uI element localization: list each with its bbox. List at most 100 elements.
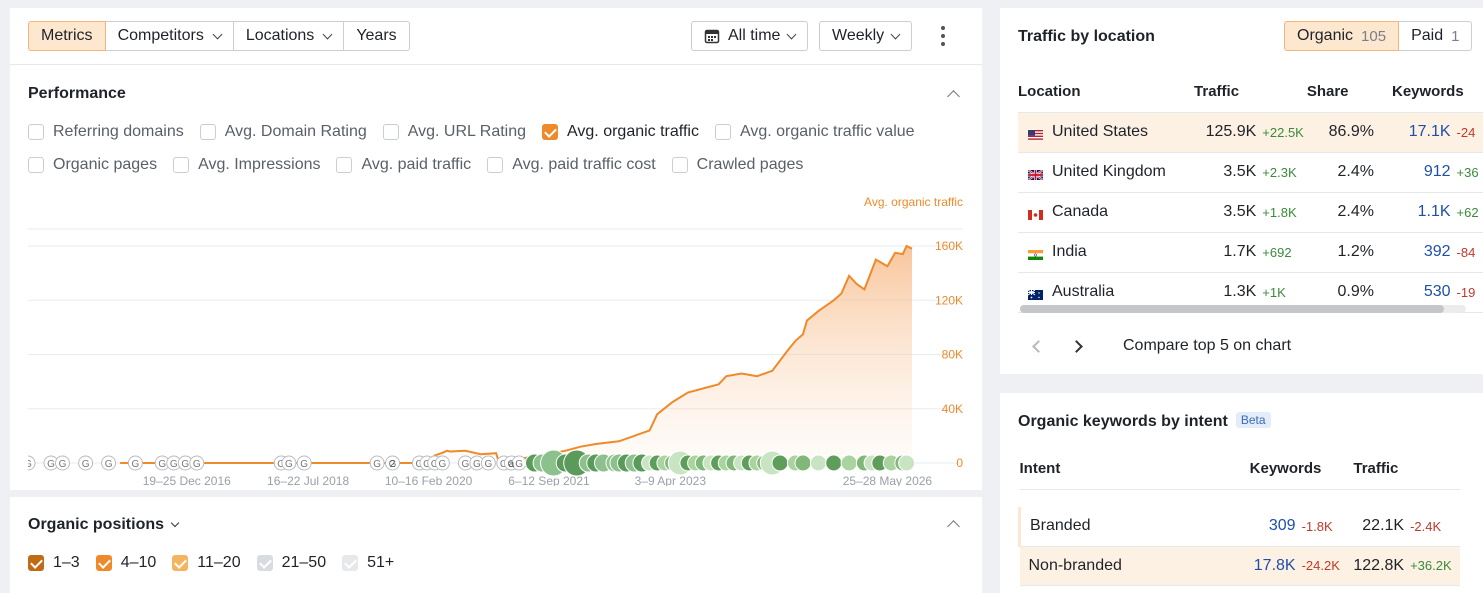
- tab-competitors[interactable]: Competitors: [105, 21, 234, 51]
- location-keywords[interactable]: 17.1K: [1374, 112, 1451, 153]
- google-icon: G: [500, 459, 508, 470]
- table-row[interactable]: Non-branded 17.8K -24.2K 122.8K +36.2K: [1019, 546, 1460, 586]
- intent-keywords-delta: -1.8K: [1295, 507, 1354, 547]
- table-row[interactable]: United Kingdom 3.5K +2.3K 2.4% 912 +36: [1018, 152, 1483, 193]
- metric-label: Organic pages: [53, 156, 158, 173]
- organic-positions-title[interactable]: Organic positions: [28, 516, 180, 534]
- metric-label: Crawled pages: [696, 156, 804, 173]
- google-update-marker[interactable]: [794, 454, 812, 472]
- location-cell[interactable]: India: [1018, 232, 1195, 273]
- position-11-20[interactable]: 11–20: [172, 554, 241, 572]
- col-keywords[interactable]: Keywords: [1249, 449, 1354, 490]
- google-update-marker[interactable]: [78, 455, 94, 471]
- col-traffic[interactable]: Traffic: [1353, 449, 1460, 490]
- checkbox-icon[interactable]: [487, 157, 504, 173]
- google-update-marker[interactable]: [55, 455, 70, 471]
- chevron-left-icon[interactable]: [1032, 340, 1045, 353]
- horizontal-scrollbar[interactable]: [1020, 305, 1466, 313]
- intent-keywords[interactable]: 17.8K: [1249, 546, 1296, 586]
- period-dropdown[interactable]: All time: [691, 21, 809, 51]
- metric-crawled-pages[interactable]: Crawled pages: [671, 156, 804, 174]
- table-row[interactable]: India 1.7K +692 1.2% 392 -84: [1018, 232, 1483, 273]
- metric-avg-impressions[interactable]: Avg. Impressions: [173, 156, 320, 174]
- toggle-organic[interactable]: Organic 105: [1284, 21, 1400, 51]
- table-row[interactable]: United States 125.9K +22.5K 86.9% 17.1K -24: [1018, 112, 1483, 153]
- more-vertical-icon[interactable]: [939, 26, 947, 46]
- metric-organic-pages[interactable]: Organic pages: [28, 156, 157, 174]
- intent-keywords[interactable]: 309: [1249, 507, 1296, 547]
- checkbox-icon[interactable]: [173, 157, 190, 173]
- google-update-marker[interactable]: [189, 455, 205, 471]
- location-cell[interactable]: Canada: [1018, 192, 1195, 233]
- checkbox-icon[interactable]: [714, 124, 731, 140]
- collapse-icon[interactable]: [947, 90, 960, 103]
- metric-label: Avg. URL Rating: [407, 123, 527, 140]
- google-update-marker[interactable]: [771, 454, 789, 472]
- position-21-50[interactable]: 21–50: [256, 554, 326, 572]
- tab-metrics[interactable]: Metrics: [28, 21, 106, 51]
- checkbox-checked-icon[interactable]: [342, 555, 359, 571]
- toggle-paid[interactable]: Paid 1: [1399, 21, 1473, 51]
- location-cell[interactable]: United Kingdom: [1018, 152, 1195, 193]
- x-tick-label: 25–28 May 2026: [843, 474, 933, 486]
- google-update-marker[interactable]: [369, 455, 385, 471]
- location-keywords[interactable]: 1.1K: [1374, 192, 1451, 233]
- checkbox-icon[interactable]: [382, 124, 399, 140]
- chevron-right-icon[interactable]: [1070, 340, 1083, 353]
- compare-top5-link[interactable]: Compare top 5 on chart: [1123, 337, 1292, 354]
- checkbox-checked-icon[interactable]: [28, 555, 44, 571]
- scrollbar-thumb[interactable]: [1020, 305, 1444, 313]
- table-row[interactable]: Canada 3.5K +1.8K 2.4% 1.1K +62: [1018, 192, 1483, 233]
- google-update-marker[interactable]: [840, 454, 858, 472]
- metric-referring-domains[interactable]: Referring domains: [28, 123, 184, 141]
- metric-avg-organic-traffic[interactable]: Avg. organic traffic: [542, 123, 699, 141]
- col-keywords[interactable]: Keywords: [1374, 72, 1483, 113]
- x-tick-label: 19–25 Dec 2016: [143, 474, 231, 486]
- col-share[interactable]: Share: [1306, 72, 1374, 113]
- google-update-marker[interactable]: [127, 455, 143, 471]
- metric-avg-url-rating[interactable]: Avg. URL Rating: [382, 123, 527, 141]
- checkbox-icon[interactable]: [336, 157, 353, 173]
- tab-locations[interactable]: Locations: [233, 21, 345, 51]
- location-keywords[interactable]: 912: [1374, 152, 1451, 193]
- metric-avg-domain-rating[interactable]: Avg. Domain Rating: [199, 123, 367, 141]
- checkbox-checked-icon[interactable]: [172, 555, 189, 571]
- google-update-marker[interactable]: [101, 455, 117, 471]
- google-update-marker[interactable]: [385, 455, 400, 471]
- google-update-marker[interactable]: [296, 455, 312, 471]
- chevron-down-icon: [890, 29, 901, 39]
- checkbox-icon[interactable]: [28, 157, 44, 173]
- google-update-marker[interactable]: [898, 454, 916, 472]
- position-1-3[interactable]: 1–3: [28, 554, 80, 572]
- position-51-plus[interactable]: 51+: [342, 554, 394, 572]
- google-update-marker[interactable]: [434, 455, 450, 471]
- divider: [10, 64, 982, 65]
- interval-dropdown[interactable]: Weekly: [819, 21, 913, 51]
- google-update-marker[interactable]: [480, 455, 496, 471]
- calendar-icon: [704, 29, 720, 44]
- checkbox-checked-icon[interactable]: [256, 555, 273, 571]
- metric-avg-paid-traffic[interactable]: Avg. paid traffic: [336, 156, 471, 174]
- location-cell[interactable]: United States: [1018, 112, 1195, 153]
- google-update-marker[interactable]: [281, 455, 297, 471]
- checkbox-checked-icon[interactable]: [95, 555, 112, 571]
- checkbox-icon[interactable]: [671, 157, 688, 173]
- tab-years[interactable]: Years: [344, 21, 410, 51]
- performance-title: Performance: [28, 85, 126, 102]
- location-keywords[interactable]: 392: [1374, 232, 1451, 273]
- google-update-marker[interactable]: [825, 454, 843, 472]
- google-update-marker[interactable]: [809, 454, 827, 472]
- google-update-marker[interactable]: [28, 455, 36, 471]
- col-traffic[interactable]: Traffic: [1194, 72, 1307, 113]
- google-icon: G: [181, 459, 189, 470]
- checkbox-checked-icon[interactable]: [542, 124, 559, 140]
- collapse-icon[interactable]: [947, 520, 960, 533]
- checkbox-icon[interactable]: [28, 124, 44, 140]
- table-row[interactable]: Branded 309 -1.8K 22.1K -2.4K: [1017, 507, 1460, 547]
- location-name: India: [1052, 243, 1087, 260]
- location-name: United States: [1052, 123, 1149, 140]
- checkbox-icon[interactable]: [199, 124, 216, 140]
- position-4-10[interactable]: 4–10: [95, 554, 156, 572]
- metric-avg-organic-traffic-value[interactable]: Avg. organic traffic value: [714, 123, 915, 141]
- metric-avg-paid-traffic-cost[interactable]: Avg. paid traffic cost: [487, 156, 656, 174]
